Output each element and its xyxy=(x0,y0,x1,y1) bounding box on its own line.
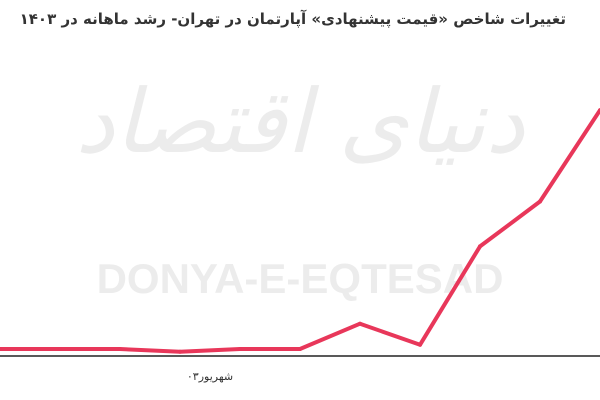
watermark-persian: دنیای اقتصاد xyxy=(75,70,525,173)
series-line xyxy=(0,108,600,354)
data-point-4 xyxy=(238,347,242,351)
data-point-2 xyxy=(118,347,122,351)
data-point-0 xyxy=(0,347,2,351)
x-tick-label-0: شهریور۰۳ xyxy=(187,370,233,383)
chart-title: تغییرات شاخص «قیمت پیشنهادی» آپارتمان در… xyxy=(19,10,566,28)
data-point-7 xyxy=(418,342,422,347)
watermark-latin: DONYA-E-EQTESAD xyxy=(96,255,504,302)
data-point-9 xyxy=(538,199,542,204)
data-point-1 xyxy=(58,347,62,351)
data-point-6 xyxy=(358,321,362,326)
data-point-8 xyxy=(478,244,482,249)
data-point-3 xyxy=(178,349,182,354)
data-point-5 xyxy=(298,347,302,351)
